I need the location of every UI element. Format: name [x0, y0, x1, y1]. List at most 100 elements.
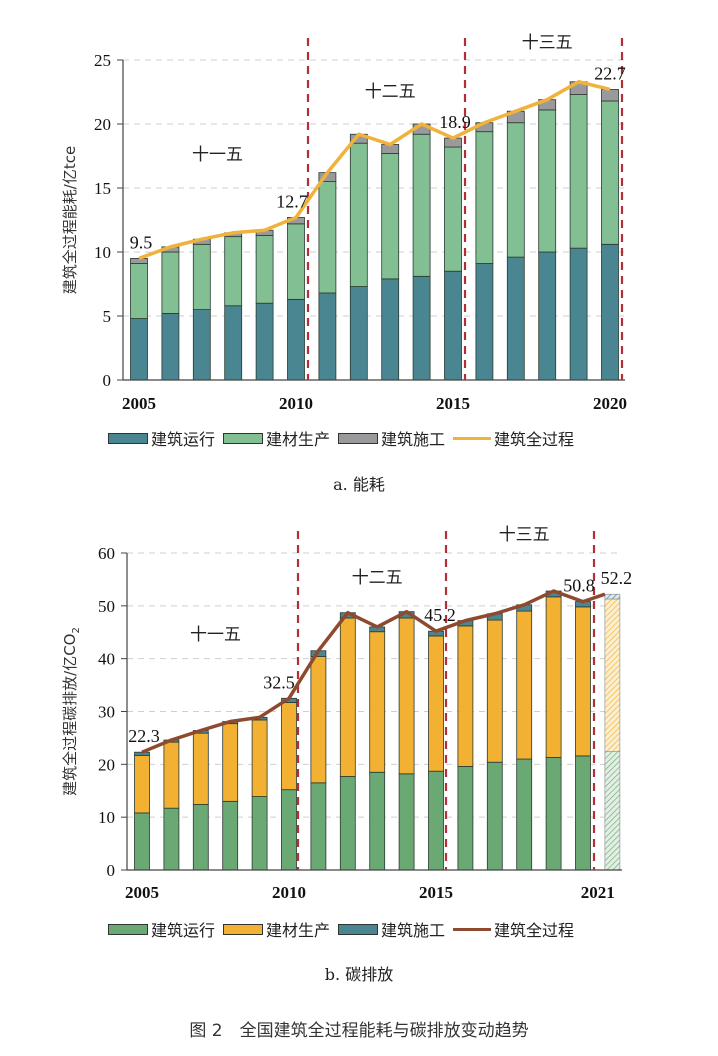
- x-tick-label: 2005: [125, 883, 159, 902]
- legend-color-swatch: [223, 432, 264, 444]
- bar-segment-建筑施工: [134, 751, 150, 756]
- bar-segment-建筑运行: [134, 812, 150, 871]
- legend-energy: 建筑运行 建材生产 建筑施工 建筑全过程: [108, 426, 582, 450]
- bar-segment-建筑运行: [412, 275, 431, 381]
- bar-segment-建筑运行: [222, 800, 239, 871]
- bar-segment-建材生产: [398, 617, 415, 775]
- y-tick-label: 50: [98, 597, 115, 616]
- bar-segment-建筑运行: [604, 751, 621, 871]
- bar-segment-建材生产: [601, 100, 619, 245]
- y-tick-label: 20: [94, 115, 111, 134]
- bar-segment-建筑运行: [398, 773, 415, 871]
- x-tick-label: 2015: [436, 394, 470, 413]
- bar-segment-建材生产: [134, 754, 150, 814]
- bar-segment-建筑运行: [575, 755, 591, 871]
- data-label: 50.8: [563, 576, 595, 596]
- legend-label: 建筑运行: [151, 430, 216, 449]
- bar-segment-建筑运行: [161, 313, 180, 381]
- x-tick-label: 2015: [419, 883, 453, 902]
- data-label: 45.2: [424, 605, 456, 625]
- data-label: 12.7: [276, 191, 308, 211]
- legend-item: 建筑施工: [338, 426, 445, 450]
- bar-segment-建筑运行: [255, 302, 274, 381]
- y-tick-label: 60: [98, 544, 115, 563]
- bar-segment-建筑运行: [310, 782, 327, 871]
- energy-chart: 0 5 10 15 20 25 建筑全过程能耗/亿tce 十一五 十二五 十三五 9.5 12.7 18…: [61, 33, 627, 413]
- total-line: [138, 80, 611, 261]
- bar-segment-建筑运行: [281, 789, 297, 871]
- legend-color-swatch: [338, 923, 379, 935]
- y-tick-label: 0: [103, 371, 112, 390]
- y-tick-label: 10: [94, 243, 111, 262]
- bar-segment-建材生产: [255, 234, 274, 304]
- bar-segment-建材生产: [224, 236, 243, 307]
- bar-segment-建材生产: [192, 732, 209, 805]
- total-line: [141, 589, 606, 754]
- legend-item: 建筑全过程: [453, 426, 574, 450]
- legend-color-swatch: [223, 923, 264, 935]
- bar-segment-建材生产: [457, 625, 474, 767]
- bar-segment-建筑运行: [287, 298, 305, 381]
- bar-segment-建筑运行: [192, 309, 211, 381]
- bar-segment-建筑施工: [601, 89, 619, 102]
- bar-segment-建筑运行: [428, 770, 444, 871]
- bar-segment-建筑运行: [475, 263, 494, 381]
- bar-segment-建材生产: [538, 109, 557, 253]
- bar-segment-建筑运行: [486, 761, 503, 871]
- legend-item: 建筑全过程: [453, 917, 574, 941]
- period-label: 十二五: [352, 568, 403, 588]
- y-tick-label: 25: [94, 51, 111, 70]
- period-label: 十三五: [499, 525, 550, 545]
- period-label: 十三五: [522, 33, 573, 53]
- legend-color-swatch: [108, 432, 148, 444]
- bar-segment-建筑运行: [506, 256, 525, 381]
- bar-segment-建筑运行: [538, 251, 557, 381]
- caption-energy: a. 能耗: [333, 475, 385, 494]
- legend-color-swatch: [108, 923, 148, 935]
- legend-item: 建材生产: [223, 917, 330, 941]
- legend-label: 建筑施工: [381, 921, 446, 940]
- period-label: 十二五: [365, 82, 416, 102]
- legend-line-swatch: [453, 927, 492, 931]
- data-label: 22.7: [594, 63, 626, 83]
- bar-segment-建材生产: [444, 146, 462, 272]
- x-tick-label: 2010: [279, 394, 313, 413]
- bar-segment-建材生产: [428, 635, 444, 772]
- x-tick-label: 2010: [272, 883, 306, 902]
- bar-segment-建筑运行: [569, 247, 588, 381]
- data-label: 22.3: [128, 726, 160, 746]
- legend-label: 建筑施工: [381, 430, 446, 449]
- bar-segment-建筑运行: [381, 278, 400, 381]
- legend-item: 建筑运行: [108, 917, 215, 941]
- y-tick-label: 20: [98, 755, 115, 774]
- bar-segment-建材生产: [222, 723, 239, 802]
- caption-carbon: b. 碳排放: [324, 965, 394, 984]
- bar-segment-建筑运行: [130, 318, 148, 381]
- bar-segment-建材生产: [412, 133, 431, 277]
- x-tick-label: 2005: [122, 394, 156, 413]
- legend-label: 建筑全过程: [494, 430, 575, 449]
- x-tick-label: 2021: [581, 883, 615, 902]
- bar-segment-建材生产: [130, 263, 148, 319]
- bar-segment-建筑运行: [369, 771, 386, 871]
- bar-segment-建材生产: [287, 223, 305, 300]
- x-tick-label: 2020: [593, 394, 627, 413]
- bar-segment-建筑运行: [545, 757, 562, 871]
- bar-segment-建材生产: [318, 181, 337, 294]
- y-axis-label: 建筑全过程能耗/亿tce: [61, 146, 79, 294]
- figure-caption: 图 2 全国建筑全过程能耗与碳排放变动趋势: [189, 1021, 529, 1041]
- bar-segment-建材生产: [161, 251, 180, 314]
- bar-segment-建材生产: [475, 131, 494, 264]
- bar-segment-建材生产: [339, 617, 356, 777]
- carbon-chart: 0 10 20 30 40 50 60 建筑全过程碳排放/亿CO2 十一五 十二五 十三五 22.3 3…: [61, 525, 632, 902]
- bar-segment-建材生产: [604, 598, 621, 752]
- legend-item: 建筑施工: [338, 917, 445, 941]
- legend-carbon: 建筑运行 建材生产 建筑施工 建筑全过程: [108, 917, 582, 941]
- legend-item: 建材生产: [223, 426, 330, 450]
- bar-segment-建筑运行: [192, 804, 209, 871]
- y-tick-label: 15: [94, 179, 111, 198]
- bar-segment-建材生产: [310, 656, 327, 784]
- bar-segment-建材生产: [516, 610, 533, 760]
- bar-segment-建材生产: [251, 719, 268, 797]
